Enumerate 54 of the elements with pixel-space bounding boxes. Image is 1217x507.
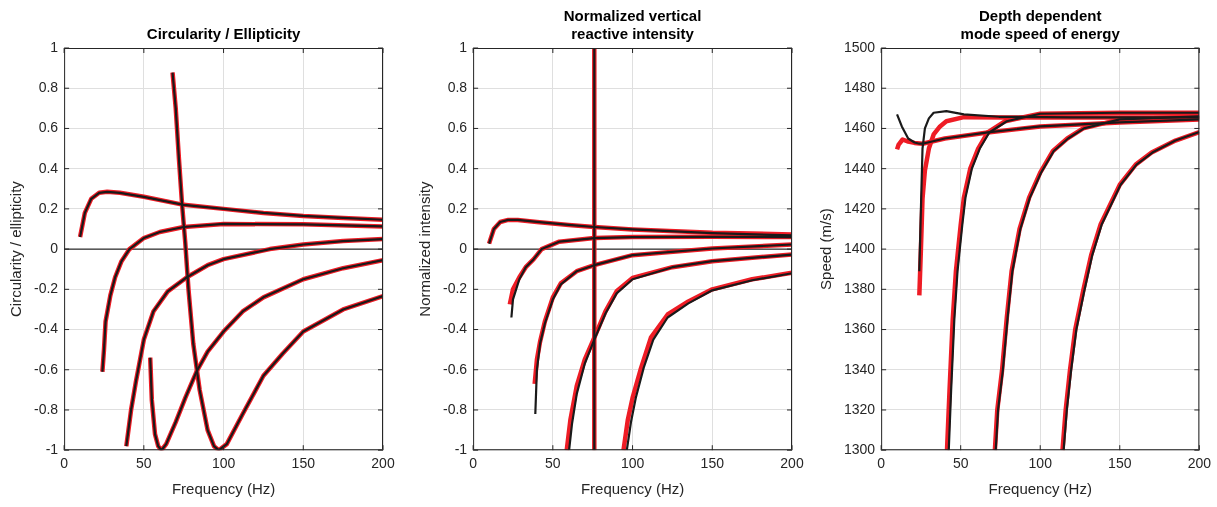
y-tick-label: -1 [454, 441, 468, 458]
y-tick-label: 0.2 [447, 199, 468, 216]
x-tick-label: 150 [291, 455, 316, 472]
x-tick-label: 150 [1108, 455, 1132, 472]
y-tick-label: -0.4 [34, 320, 59, 337]
x-tick-label: 100 [1028, 455, 1053, 472]
y-axis-title: Normalized intensity [416, 181, 434, 317]
x-axis-title: Frequency (Hz) [171, 480, 276, 498]
y-tick-label: 1420 [843, 199, 876, 216]
y-tick-label: 0.4 [38, 159, 59, 176]
y-tick-label: 1340 [843, 360, 876, 377]
y-tick-label: 0.6 [447, 119, 468, 136]
x-tick-label: 50 [952, 455, 969, 472]
chart-title: Depth dependent mode speed of energy [960, 6, 1121, 42]
y-tick-label: 0 [50, 239, 59, 256]
y-tick-label: 1500 [843, 38, 876, 55]
y-tick-label: 1 [50, 38, 59, 55]
y-axis-title: Circularity / ellipticity [7, 180, 25, 318]
y-tick-label: 1480 [843, 79, 876, 96]
y-tick-label: 0.2 [38, 199, 59, 216]
y-tick-label: -0.6 [443, 360, 468, 377]
x-tick-label: 150 [700, 455, 725, 472]
y-tick-label: -0.8 [34, 400, 59, 417]
x-tick-label: 200 [1187, 455, 1212, 472]
x-tick-label: 100 [211, 455, 236, 472]
x-tick-label: 200 [371, 455, 395, 472]
y-tick-label: 1360 [843, 320, 876, 337]
chart-title: Circularity / Ellipticity [146, 24, 301, 42]
chart-title: Normalized vertical reactive intensity [563, 6, 702, 42]
y-tick-label: -0.4 [443, 320, 468, 337]
x-axis-title: Frequency (Hz) [988, 480, 1092, 498]
y-tick-label: 0.6 [38, 119, 59, 136]
y-tick-label: 1320 [843, 400, 876, 417]
y-tick-label: 0.8 [38, 79, 59, 96]
y-tick-label: 1 [459, 38, 468, 55]
y-tick-label: -0.2 [443, 280, 468, 297]
y-tick-label: -1 [45, 441, 59, 458]
y-tick-label: 0.4 [447, 159, 468, 176]
y-tick-label: -0.2 [34, 280, 59, 297]
y-tick-label: 1300 [843, 441, 876, 458]
y-tick-label: -0.6 [34, 360, 59, 377]
y-tick-label: 1440 [843, 159, 876, 176]
y-tick-label: 0.8 [447, 79, 468, 96]
x-tick-label: 50 [136, 455, 152, 472]
y-axis-title: Speed (m/s) [817, 208, 835, 290]
x-tick-label: 200 [780, 455, 804, 472]
x-tick-label: 50 [545, 455, 561, 472]
y-tick-label: 1400 [843, 239, 876, 256]
x-tick-label: 100 [620, 455, 645, 472]
y-tick-label: 1380 [843, 280, 876, 297]
x-axis-title: Frequency (Hz) [580, 480, 685, 498]
y-tick-label: 0 [459, 239, 468, 256]
y-tick-label: 1460 [843, 119, 876, 136]
y-tick-label: -0.8 [443, 400, 468, 417]
